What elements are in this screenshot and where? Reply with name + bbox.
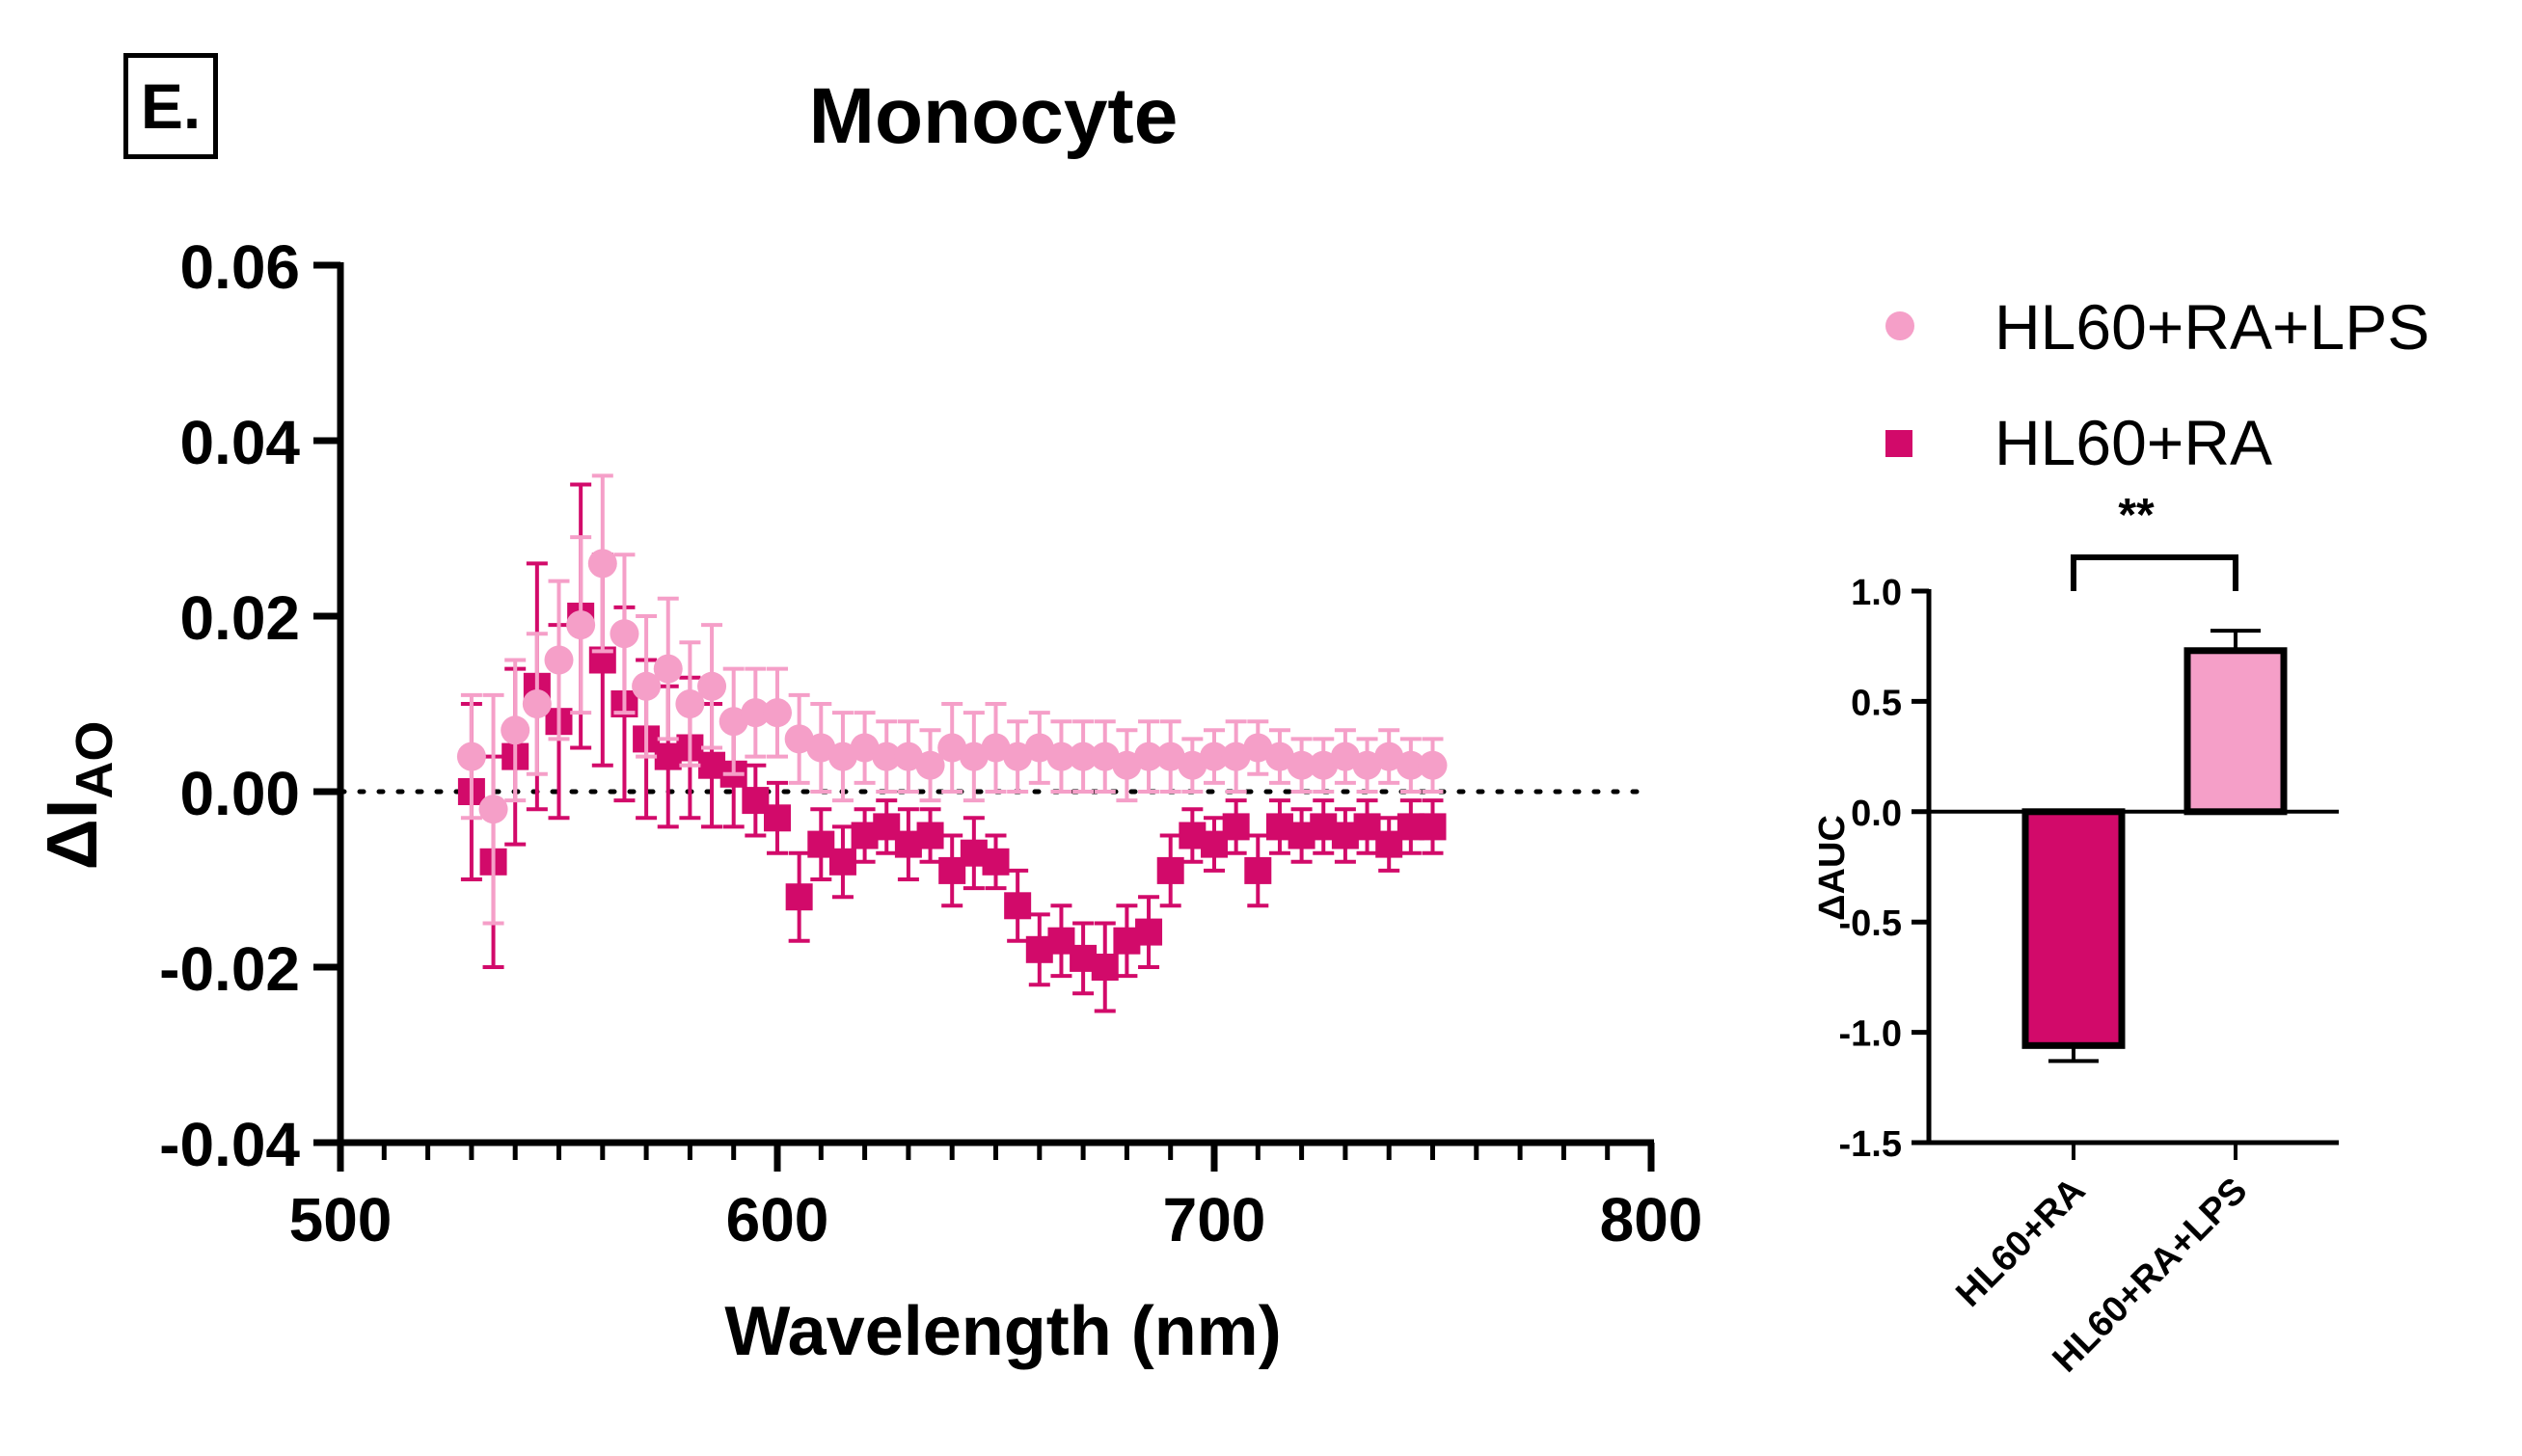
data-point (828, 848, 856, 876)
main-plot: -0.04 -0.02 0.00 0.02 0.04 0.06 500 600 700 800 (159, 232, 1702, 1254)
data-point (764, 804, 791, 832)
data-point (1222, 813, 1250, 841)
x-tick-label: 500 (289, 1185, 393, 1254)
data-point (1264, 741, 1294, 771)
data-point (893, 741, 923, 771)
data-point (1069, 741, 1098, 771)
data-point (1112, 750, 1142, 780)
data-point (544, 645, 574, 675)
panel-label: E. (123, 53, 218, 159)
data-point (872, 741, 902, 771)
x-tick-label: 600 (726, 1185, 829, 1254)
data-point (1090, 741, 1120, 771)
data-point (1091, 954, 1119, 981)
data-point (1046, 741, 1076, 771)
bar-y-axis-label: ΔAUC (1812, 815, 1853, 921)
legend-label-1: HL60+RA (1994, 407, 2272, 478)
data-point (827, 741, 857, 771)
bar-y-tick-label: 1.0 (1851, 573, 1902, 613)
series-hl60-ra-lps (456, 473, 1448, 926)
data-point (610, 619, 639, 649)
svg-text:ΔIAO: ΔIAO (32, 721, 123, 871)
x-axis-label: Wavelength (nm) (724, 1293, 1281, 1370)
data-point (1004, 892, 1032, 920)
data-point (632, 671, 662, 701)
data-point (653, 654, 683, 684)
data-point (1155, 741, 1185, 771)
data-point (501, 715, 530, 745)
data-point (763, 698, 792, 728)
significance-bracket (2071, 554, 2238, 591)
data-point (784, 724, 814, 754)
bar-y-tick-label: 0.0 (1851, 794, 1902, 834)
data-point (937, 733, 967, 763)
chart-title: Monocyte (809, 72, 1179, 160)
legend: HL60+RA+LPS HL60+RA (1885, 291, 2429, 478)
data-point (1200, 741, 1229, 771)
data-point (1330, 741, 1360, 771)
data-point (806, 733, 836, 763)
y-tick-label: 0.02 (179, 583, 300, 653)
data-point (1003, 741, 1033, 771)
legend-label-0: HL60+RA+LPS (1994, 291, 2429, 363)
data-point (916, 822, 944, 849)
data-point (478, 795, 508, 824)
data-point (1309, 750, 1339, 780)
y-axis-label: ΔIAO (32, 721, 123, 871)
bar-hl60-ra (2021, 808, 2126, 1049)
y-axis-label-sub: AO (66, 721, 123, 799)
data-point (719, 707, 748, 737)
data-point (1134, 741, 1164, 771)
data-point (675, 689, 705, 718)
data-point (982, 848, 1010, 876)
y-tick-label: 0.04 (179, 408, 300, 477)
bar-y-tick-label: -1.5 (1839, 1124, 1902, 1165)
significance-label: ** (2118, 490, 2155, 541)
bar-y-tick-label: -0.5 (1839, 903, 1902, 944)
bar-y-axis-label-text: ΔAUC (1812, 815, 1853, 921)
data-point (566, 610, 596, 640)
x-tick-label: 700 (1163, 1185, 1266, 1254)
y-axis-label-main: ΔI (32, 799, 112, 871)
data-point (915, 750, 945, 780)
data-point (1374, 741, 1404, 771)
data-point (1178, 750, 1207, 780)
legend-marker-square (1885, 430, 1912, 457)
data-point (1418, 750, 1448, 780)
bar-y-tick-label: 0.5 (1851, 683, 1902, 723)
data-point (456, 741, 486, 771)
data-point (1352, 750, 1382, 780)
data-point (850, 733, 880, 763)
y-tick-label: -0.02 (159, 934, 300, 1004)
legend-marker-circle (1885, 311, 1914, 340)
bar-y-tick-label: -1.0 (1839, 1014, 1902, 1055)
data-point (1396, 750, 1425, 780)
data-point (981, 733, 1011, 763)
data-point (959, 741, 989, 771)
data-point (1287, 750, 1316, 780)
bar-category-label: HL60+RA (1948, 1171, 2093, 1315)
y-tick-label: 0.06 (179, 232, 300, 302)
data-point (1156, 856, 1184, 884)
y-tick-label: 0.00 (179, 759, 300, 828)
data-point (587, 549, 617, 579)
data-point (785, 883, 813, 911)
x-tick-label: 800 (1600, 1185, 1703, 1254)
data-point (741, 698, 771, 728)
data-point (1419, 813, 1447, 841)
data-point (522, 689, 552, 718)
data-point (1244, 856, 1272, 884)
data-point (697, 671, 727, 701)
bar-hl60-ra-lps (2183, 647, 2288, 816)
data-point (1135, 918, 1163, 946)
data-point (1221, 741, 1251, 771)
data-point (1024, 733, 1054, 763)
data-point (1243, 733, 1273, 763)
y-tick-label: -0.04 (159, 1110, 300, 1179)
